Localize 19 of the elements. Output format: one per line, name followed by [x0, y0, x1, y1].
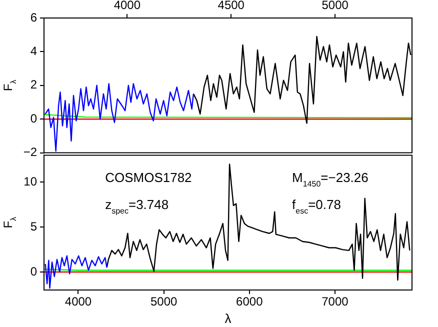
y-tick-label: 10: [24, 174, 38, 188]
x-tick-label: 7000: [322, 294, 349, 309]
y-tick-label: 0: [30, 264, 38, 278]
x-tick-label: 4000: [114, 0, 141, 12]
y-axis-title: Fλ: [1, 216, 18, 228]
x-tick-label: 5000: [322, 0, 349, 12]
y-tick-label: 0: [30, 111, 38, 126]
y-tick-label: 2: [30, 78, 38, 92]
x-tick-label: 5000: [150, 294, 178, 309]
y-tick-label: 5: [30, 219, 38, 234]
x-tick-label: 4000: [64, 294, 92, 309]
x-tick-label: 6000: [236, 294, 264, 309]
y-tick-label: 4: [30, 44, 38, 58]
y-axis-title: Fλ: [1, 80, 18, 92]
y-tick-label: 6: [30, 10, 38, 24]
x-tick-label: 4500: [218, 0, 245, 12]
x-axis-title: λ: [224, 310, 232, 326]
y-tick-label: −2: [23, 145, 38, 160]
annotation: COSMOS1782: [105, 170, 192, 186]
